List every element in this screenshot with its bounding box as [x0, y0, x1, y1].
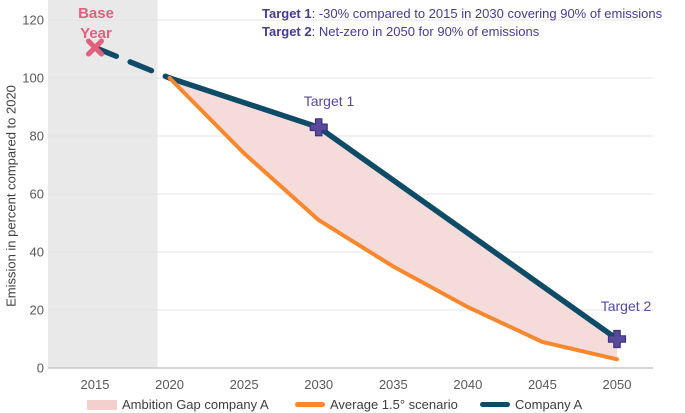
- svg-text:100: 100: [22, 71, 44, 86]
- y-axis-title: Emission in percent compared to 2020: [3, 85, 19, 307]
- svg-text:60: 60: [30, 187, 44, 202]
- base-year-label: Base Year: [78, 4, 114, 44]
- ambition-gap-area: [169, 78, 617, 360]
- svg-text:2050: 2050: [603, 377, 632, 392]
- legend-item-scenario: Average 1.5° scenario: [295, 397, 458, 412]
- svg-text:2020: 2020: [155, 377, 184, 392]
- target-plus-marker: [607, 329, 627, 349]
- scenario-line: [167, 76, 619, 362]
- target1-annotation-label: Target 1: [262, 6, 312, 21]
- targets-annotation: Target 1: -30% compared to 2015 in 2030 …: [262, 5, 662, 41]
- markers: [86, 38, 627, 349]
- x-axis-ticks: 2015 2020 2025 2030 2035 2040 2045 2050: [81, 377, 632, 392]
- target2-annotation-label: Target 2: [262, 24, 312, 39]
- base-year-line2: Year: [80, 25, 112, 42]
- target2-annotation-text: : Net-zero in 2050 for 90% of emissions: [311, 24, 540, 39]
- base-year-x-marker: [86, 38, 104, 57]
- y-axis-ticks: 0 20 40 60 80 100 120: [22, 13, 44, 376]
- svg-text:2025: 2025: [230, 377, 259, 392]
- target1-annotation-line: Target 1: -30% compared to 2015 in 2030 …: [262, 5, 662, 23]
- svg-text:2030: 2030: [304, 377, 333, 392]
- gridlines: [48, 19, 653, 369]
- target2-annotation-line: Target 2: Net-zero in 2050 for 90% of em…: [262, 23, 662, 41]
- svg-text:2040: 2040: [453, 377, 482, 392]
- company-a-line-swatch: [480, 402, 510, 407]
- company-a-history-line: [92, 44, 173, 81]
- legend-item-ambition-gap: Ambition Gap company A: [87, 397, 269, 412]
- legend-item-company-a: Company A: [480, 397, 582, 412]
- legend-label: Ambition Gap company A: [122, 397, 269, 412]
- target1-point-label: Target 1: [303, 93, 355, 109]
- svg-text:2035: 2035: [379, 377, 408, 392]
- svg-text:80: 80: [30, 129, 44, 144]
- scenario-line-swatch: [295, 402, 325, 407]
- svg-text:20: 20: [30, 303, 44, 318]
- svg-text:2015: 2015: [81, 377, 110, 392]
- base-year-band: [48, 0, 158, 368]
- target-plus-marker: [309, 118, 328, 137]
- svg-text:0: 0: [37, 361, 44, 376]
- target2-point-label: Target 2: [600, 298, 652, 314]
- ambition-gap-swatch: [87, 399, 117, 410]
- svg-text:40: 40: [30, 245, 44, 260]
- base-year-line1: Base: [78, 5, 114, 22]
- svg-text:120: 120: [22, 13, 44, 28]
- svg-text:2045: 2045: [528, 377, 557, 392]
- legend-label: Average 1.5° scenario: [330, 397, 458, 412]
- legend-label: Company A: [515, 397, 583, 412]
- target1-annotation-text: : -30% compared to 2015 in 2030 covering…: [311, 6, 663, 21]
